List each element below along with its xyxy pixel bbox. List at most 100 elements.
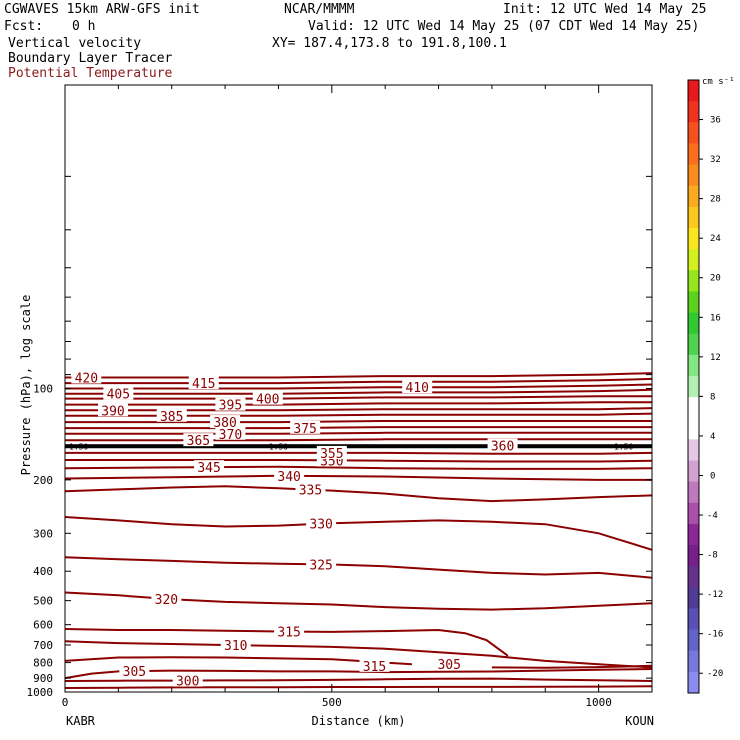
contour-label-bg [194, 460, 225, 474]
colorbar-swatch [688, 185, 699, 208]
contour-label-bg [306, 557, 337, 571]
contour-label-bg [172, 673, 203, 687]
colorbar-swatch [688, 629, 699, 652]
valid-time: Valid: 12 UTC Wed 14 May 25 (07 CDT Wed … [308, 19, 700, 34]
y-tick-label: 400 [33, 565, 53, 578]
theta-contour [64, 485, 653, 503]
model-title: CGWAVES 15km ARW-GFS init [4, 2, 200, 17]
contour-label-bg [316, 445, 347, 459]
contour-label: 375 [293, 422, 316, 437]
contour-label: 330 [309, 518, 332, 533]
contour-label-bg [103, 386, 134, 400]
y-tick-label: 800 [33, 657, 53, 670]
theta-contour [64, 474, 652, 481]
y-tick-label: 500 [33, 595, 53, 608]
x-tick-label: 0 [62, 696, 69, 709]
contour-label: 390 [101, 404, 124, 419]
colorbar-tick-label: -12 [707, 590, 723, 600]
colorbar-frame [687, 79, 700, 694]
colorbar-swatch [688, 460, 699, 483]
colorbar-tick-label: 24 [710, 234, 721, 244]
contour-label-bg [252, 391, 283, 405]
contour-label-bg [156, 408, 187, 422]
y-tick-label: 700 [33, 639, 53, 652]
theta-contour [65, 383, 653, 390]
field-boundary-layer-tracer: Boundary Layer Tracer [8, 51, 173, 66]
right-station-label: KOUN [625, 714, 654, 728]
colorbar-tick-label: 0 [710, 471, 715, 481]
colorbar-swatch [688, 291, 699, 314]
x-tick-label: 500 [322, 696, 342, 709]
colorbar-tick-label: 4 [710, 432, 715, 442]
contour-label: 405 [107, 388, 130, 403]
colorbar-swatch [688, 101, 699, 123]
theta-contour [64, 640, 653, 669]
colorbar-tick-label: 16 [710, 313, 721, 323]
contour-label-bg [402, 380, 433, 394]
contour-label-bg [487, 438, 518, 452]
contour-label-bg [71, 370, 102, 384]
colorbar-swatch [688, 249, 699, 271]
contour-label: 305 [437, 658, 460, 673]
colorbar-swatch [688, 671, 699, 694]
field-potential-temperature: Potential Temperature [8, 66, 173, 81]
contour-label: 300 [176, 675, 199, 690]
contour-label: 360 [491, 439, 514, 454]
y-tick-label: 900 [33, 672, 53, 685]
theta-contour [491, 664, 653, 669]
fcst-label: Fcst: [4, 19, 44, 34]
colorbar-tick-label: 12 [710, 353, 721, 363]
colorbar-swatch [688, 270, 699, 292]
contour-label: 415 [192, 377, 215, 392]
theta-contour [64, 685, 653, 689]
contour-label-bg [183, 433, 214, 447]
colorbar-tick-label: 32 [710, 155, 721, 165]
theta-contour [65, 388, 653, 395]
theta-contour [65, 395, 652, 400]
y-tick-label: 300 [33, 527, 53, 540]
colorbar-swatch [688, 439, 699, 461]
colorbar-tick-label: -4 [707, 511, 718, 521]
theta-contour [64, 668, 653, 680]
colorbar-tick-label: -16 [707, 630, 723, 640]
field-vertical-velocity: Vertical velocity [8, 36, 142, 51]
contour-label-bg [98, 403, 129, 417]
x-axis-label: Distance (km) [312, 714, 406, 728]
colorbar-swatch [688, 545, 699, 567]
contour-label: 345 [197, 461, 220, 476]
theta-contour [64, 628, 509, 657]
contour-label: 380 [213, 416, 236, 431]
init-time: Init: 12 UTC Wed 14 May 25 [503, 2, 707, 17]
org-label: NCAR/MMMM [284, 2, 355, 17]
colorbar-tick-label: -20 [707, 669, 723, 679]
contour-label-bg [215, 397, 246, 411]
contour-label-bg [359, 658, 390, 672]
contour-label: 305 [123, 665, 146, 680]
colorbar-tick-label: 36 [710, 116, 721, 126]
contour-label: 310 [224, 639, 247, 654]
colorbar-tick-label: 8 [710, 392, 715, 402]
contour-label: 325 [309, 558, 332, 573]
contour-label-bg [215, 426, 246, 440]
contour-label: 365 [187, 434, 210, 449]
theta-contour [64, 677, 653, 682]
colorbar-swatch [688, 587, 699, 609]
colorbar-swatch [688, 375, 699, 398]
pv-line-label: 1.50 [69, 442, 88, 451]
colorbar-swatch [688, 566, 699, 588]
contour-label: 410 [405, 381, 428, 396]
y-tick-label: 600 [33, 619, 53, 632]
theta-contour [65, 377, 653, 385]
colorbar-swatch [688, 206, 699, 229]
colorbar-units: cm s⁻¹ [702, 77, 735, 87]
colorbar-tick-label: -8 [707, 551, 718, 561]
fcst-value: 0 h [72, 19, 96, 34]
contour-label-bg [274, 624, 305, 638]
contour-label: 355 [320, 447, 343, 462]
theta-contour [65, 401, 652, 406]
contour-label: 420 [75, 372, 98, 387]
contour-label: 385 [160, 410, 183, 425]
colorbar-swatch [688, 333, 699, 356]
theta-contour [65, 372, 653, 379]
colorbar-swatch [688, 502, 699, 525]
